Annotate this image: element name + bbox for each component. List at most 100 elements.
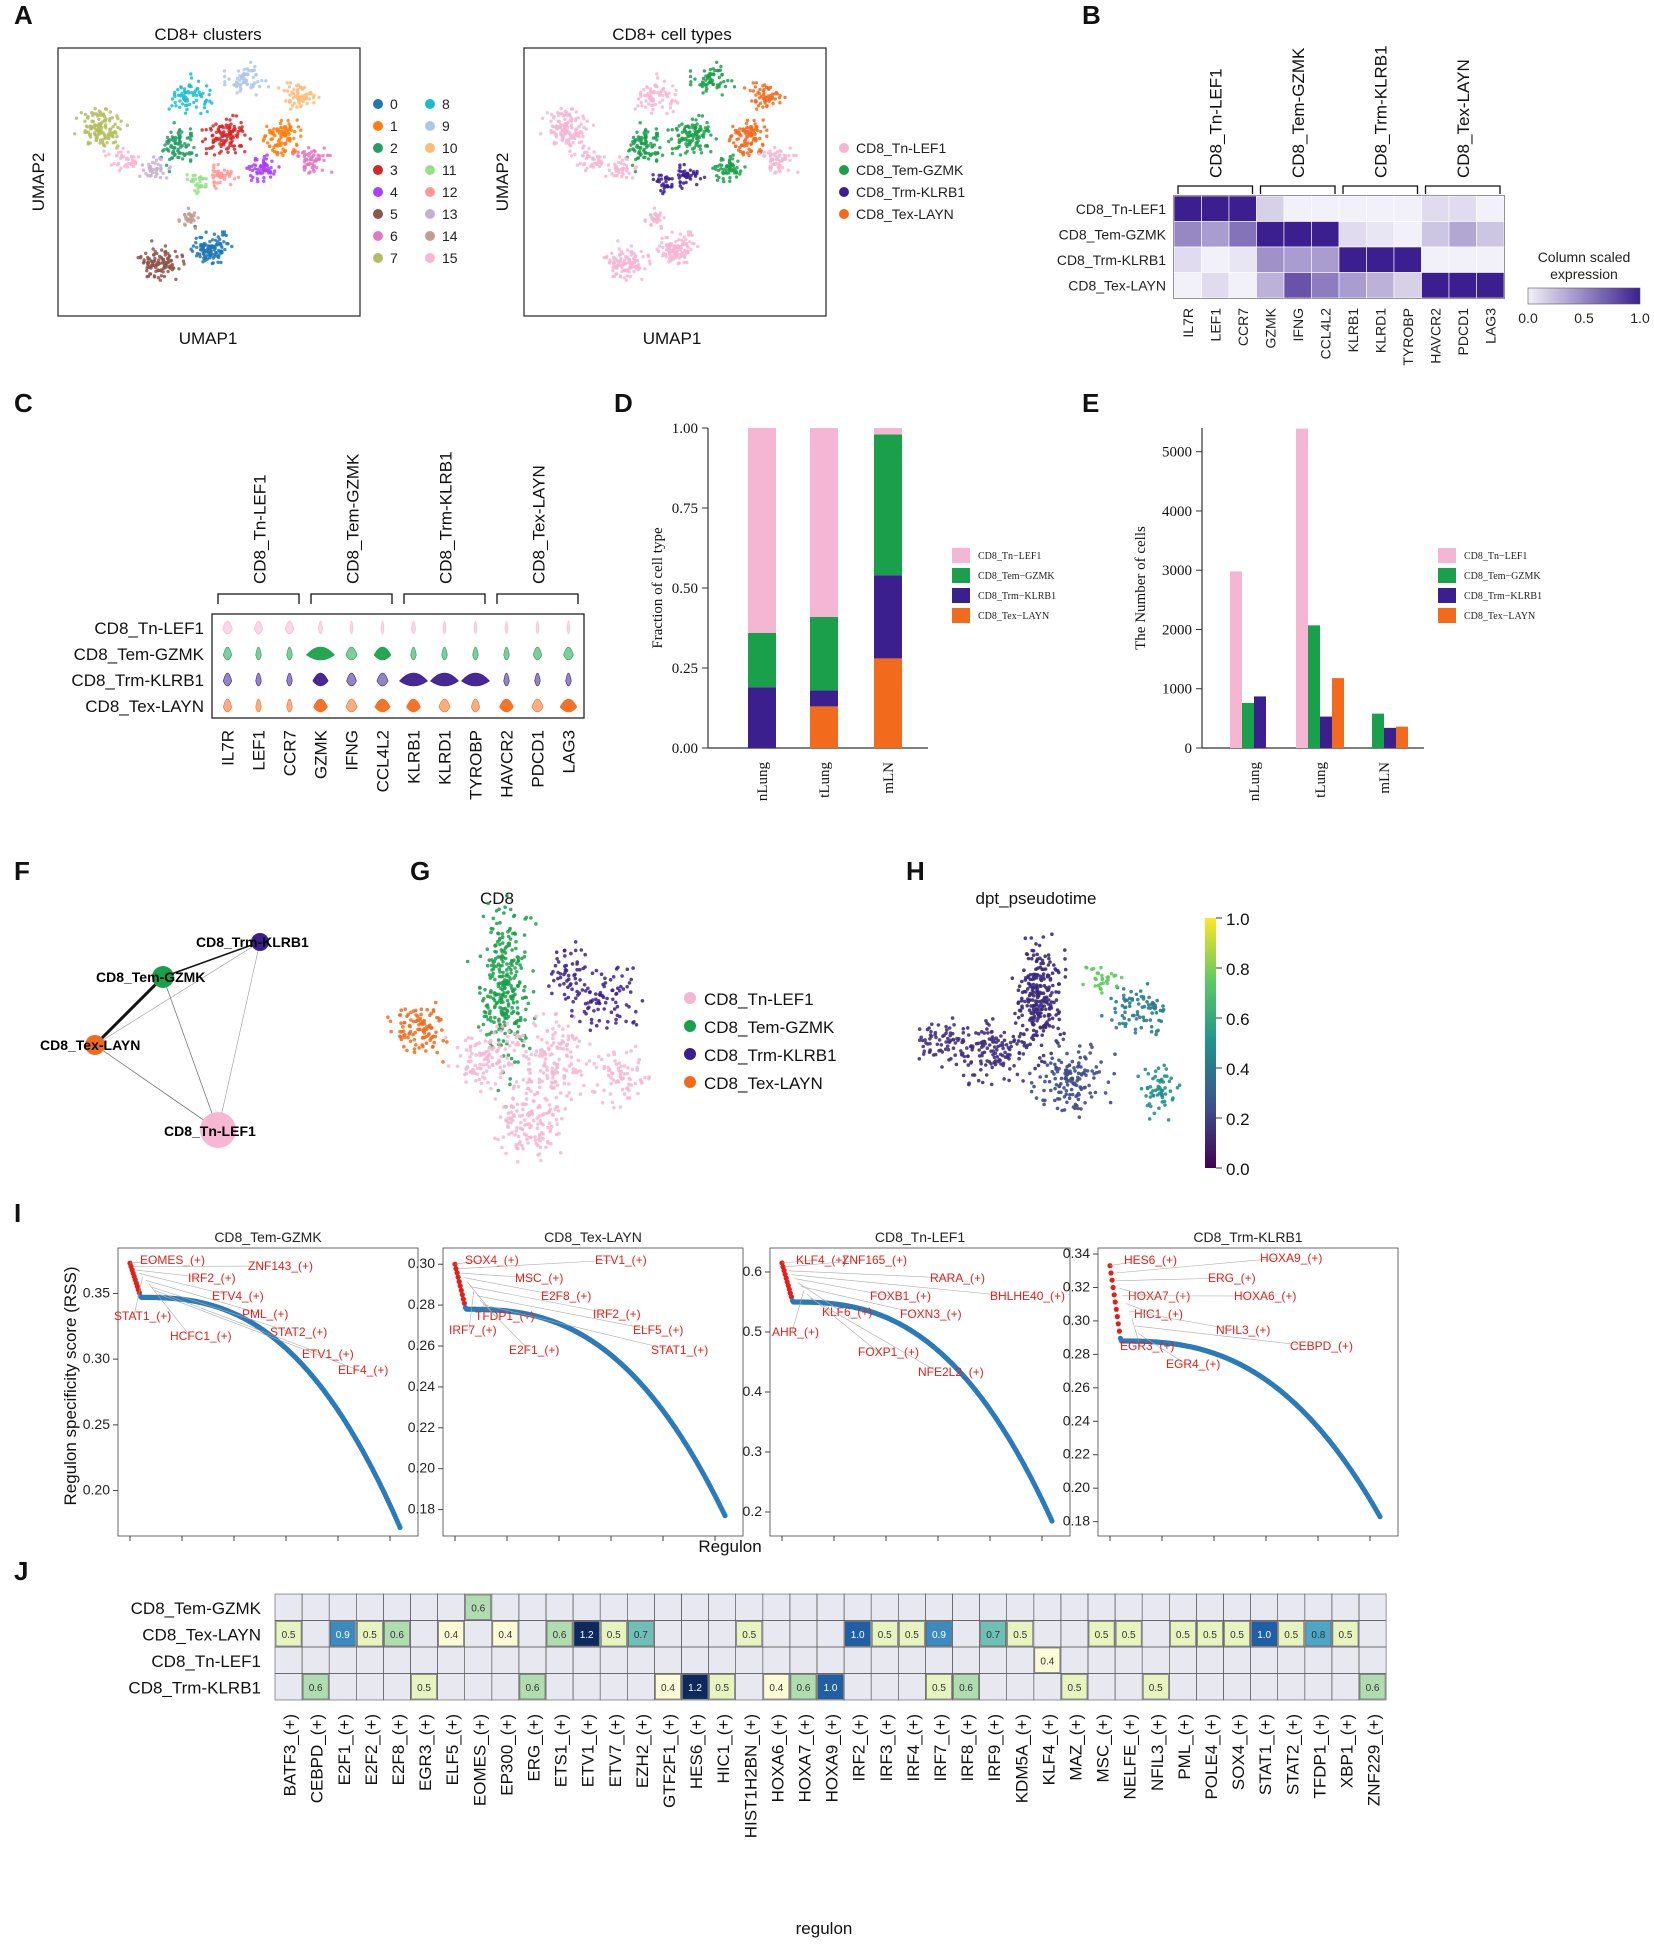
embedding-point [599,1057,604,1062]
umap-cell-point [106,132,111,136]
pseudotime-point [979,1061,983,1066]
embedding-point [629,1083,634,1088]
umap-cell-point [304,157,309,161]
rss-frame [117,1247,419,1537]
pseudotime-point [1041,961,1046,965]
embedding-point [576,1058,581,1063]
embedding-point [478,986,482,990]
umap-cell-point [635,264,639,268]
umap-cell-point [250,168,255,173]
d-y-tick-label: 0.75 [672,501,698,517]
embedding-point [513,1020,517,1025]
embedding-point [482,1052,487,1056]
umap-cell-point [661,86,666,91]
embedding-point [528,1046,532,1051]
embedding-point [573,972,577,977]
embedding-point [551,1027,555,1031]
umap-cell-point [224,117,229,121]
umap-cell-point [747,147,751,151]
umap-cell-point [264,157,268,161]
pseudotime-point [990,1065,994,1070]
violin-shape [534,672,541,687]
umap-cell-point [175,255,179,259]
embedding-point [445,1040,449,1044]
umap-cell-point [738,127,742,131]
embedding-point [509,1105,514,1109]
umap-cell-point [295,118,299,122]
cluster-legend-label: 11 [442,162,457,178]
umap-cell-point [115,134,119,139]
embedding-point [518,1114,522,1118]
umap-cell-point [746,126,750,130]
umap-cell-point [631,176,635,180]
umap-cell-point [182,87,187,91]
umap-cell-point [299,85,303,90]
violin-shape [318,620,323,635]
umap-cell-point [673,93,677,97]
pseudotime-point [1168,1089,1173,1093]
d-legend-swatch [952,568,970,583]
embedding-point [498,920,502,925]
pseudotime-point [999,1034,1003,1038]
embedding-point [508,961,513,966]
umap-cell-point [245,82,249,87]
umap-cell-point [281,147,285,151]
matrixplot-cell [1338,195,1367,222]
umap-cell-point [308,161,312,166]
paga-label-tn: CD8_Tn-LEF1 [164,1123,256,1139]
cluster-legend-marker [373,253,383,263]
umap-cell-point [655,131,660,136]
umap-cell-point [739,169,743,173]
embedding-point [477,1077,482,1082]
e-y-tick-label: 2000 [1162,622,1192,638]
umap-cell-point [695,182,699,187]
pseudotime-point [977,1048,981,1052]
matrixplot-gene-label: KLRD1 [1372,308,1388,353]
umap-cell-point [94,112,98,116]
pseudotime-point [969,1061,973,1065]
count-bar [1320,716,1332,748]
embedding-point [626,1066,630,1070]
umap-cell-point [677,261,681,265]
pseudotime-point [929,1029,933,1034]
umap-cell-point [687,125,692,130]
pseudotime-point [961,1073,966,1078]
embedding-point [569,951,573,956]
embedding-point [478,1053,482,1057]
embedding-point [515,1006,520,1010]
embedding-point [507,1132,511,1136]
pseudotime-point [1162,1099,1167,1104]
umap-cell-point [752,136,756,140]
umap-cell-point [163,253,167,257]
embedding-point [489,989,493,993]
umap-cell-point [647,259,652,263]
umap-cell-point [201,91,205,96]
umap-cell-point [229,122,233,126]
umap-cell-point [193,226,198,231]
pseudotime-point [1092,1072,1096,1076]
umap-cell-point [771,162,775,167]
umap-cell-point [94,138,99,143]
pseudotime-point [1035,1010,1039,1015]
pseudotime-point [1038,983,1042,988]
embedding-point [441,1038,446,1043]
umap-cell-point [688,168,693,172]
pseudotime-point [1087,1083,1091,1088]
pseudotime-point [961,1038,965,1042]
embedding-point [502,911,506,915]
pseudotime-point [989,1082,994,1087]
umap-cell-point [677,140,682,144]
pseudotime-point [1156,1084,1161,1089]
umap-cell-point [211,256,216,260]
embedding-point [508,1077,512,1081]
embedding-point [562,972,566,977]
pseudotime-point [1022,1032,1026,1036]
embedding-point [506,1111,511,1115]
pseudotime-point [1149,1091,1153,1095]
umap-cell-point [658,218,662,223]
pseudotime-point [1044,985,1048,990]
umap-cell-point [761,89,766,93]
umap-cell-point [585,150,589,154]
umap-cell-point [659,177,664,181]
embedding-point [497,992,501,997]
